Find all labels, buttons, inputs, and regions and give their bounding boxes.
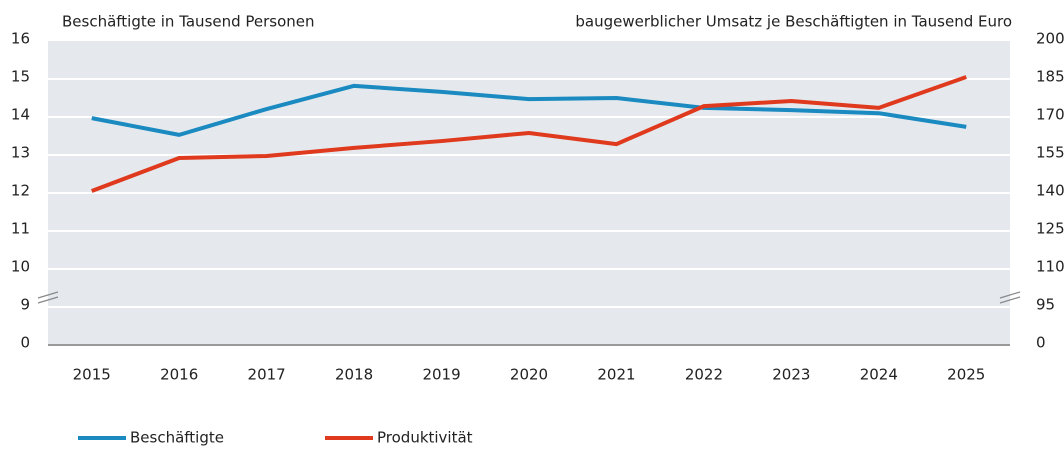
y-tick-label: 13 bbox=[11, 144, 30, 162]
x-tick-label: 2023 bbox=[772, 366, 810, 384]
x-tick-label: 2022 bbox=[685, 366, 723, 384]
y2-tick-label: 200 bbox=[1036, 30, 1064, 48]
y-tick-label: 14 bbox=[11, 106, 30, 124]
y2-tick-label: 185 bbox=[1036, 68, 1064, 86]
y2-tick-label: 125 bbox=[1036, 220, 1064, 238]
y2-axis-label: baugewerblicher Umsatz je Beschäftigten … bbox=[575, 13, 1012, 31]
legend-label: Beschäftigte bbox=[130, 429, 224, 447]
axis-break bbox=[37, 291, 1021, 304]
series-line bbox=[91, 75, 967, 193]
x-tick-label: 2024 bbox=[860, 366, 898, 384]
x-tick-label: 2017 bbox=[248, 366, 286, 384]
x-tick-label: 2025 bbox=[947, 366, 985, 384]
legend-label: Produktivität bbox=[377, 429, 473, 447]
y-tick-label: 0 bbox=[20, 334, 30, 352]
y2-tick-label: 0 bbox=[1036, 334, 1046, 352]
series-line bbox=[91, 83, 967, 137]
x-tick-label: 2016 bbox=[160, 366, 198, 384]
y-tick-label: 11 bbox=[11, 220, 30, 238]
y-tick-label: 12 bbox=[11, 182, 30, 200]
y2-tick-label: 155 bbox=[1036, 144, 1064, 162]
y2-tick-label: 140 bbox=[1036, 182, 1064, 200]
y-axis-label: Beschäftigte in Tausend Personen bbox=[62, 13, 315, 31]
y-tick-label: 10 bbox=[11, 258, 30, 276]
y2-tick-label: 170 bbox=[1036, 106, 1064, 124]
y2-tick-label: 95 bbox=[1036, 296, 1055, 314]
x-tick-label: 2018 bbox=[335, 366, 373, 384]
y-tick-label: 9 bbox=[20, 296, 30, 314]
x-tick-label: 2015 bbox=[73, 366, 111, 384]
y-tick-label: 15 bbox=[11, 68, 30, 86]
x-tick-label: 2020 bbox=[510, 366, 548, 384]
x-tick-label: 2019 bbox=[422, 366, 460, 384]
x-tick-label: 2021 bbox=[597, 366, 635, 384]
y2-tick-label: 110 bbox=[1036, 258, 1064, 276]
y-tick-label: 16 bbox=[11, 30, 30, 48]
